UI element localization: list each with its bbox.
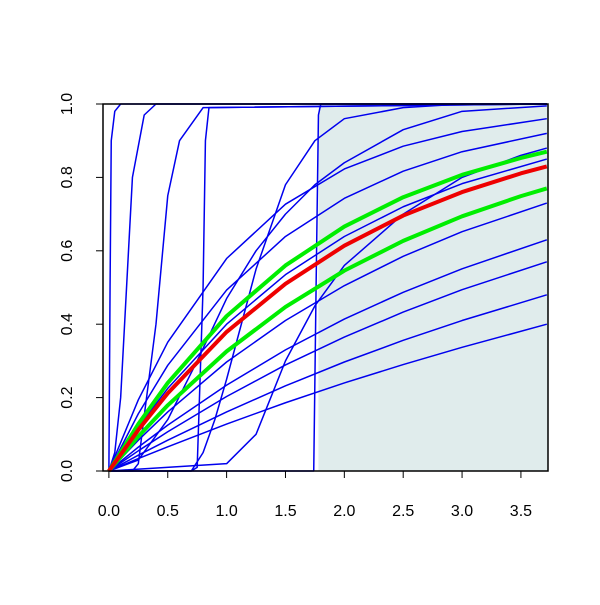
curve — [108, 202, 548, 472]
x-tick-label: 0.0 — [98, 503, 120, 520]
x-tick-label: 1.5 — [274, 503, 296, 520]
y-tick-label: 0.8 — [59, 166, 76, 188]
curve — [108, 239, 548, 472]
curve — [107, 164, 548, 473]
y-tick-label: 0.2 — [59, 386, 76, 408]
curve — [107, 149, 548, 473]
x-tick-label: 2.0 — [333, 503, 355, 520]
x-tick-label: 0.5 — [157, 503, 179, 520]
y-tick-label: 0.4 — [59, 313, 76, 335]
plot-box — [102, 103, 549, 472]
y-tick-label: 1.0 — [59, 93, 76, 115]
curve — [108, 117, 547, 472]
shaded-region — [318, 104, 548, 471]
curve — [108, 103, 547, 472]
curve — [108, 103, 547, 472]
y-tick-label: 0.0 — [59, 460, 76, 482]
x-tick-label: 1.0 — [215, 503, 237, 520]
curve — [108, 261, 548, 472]
curve — [108, 294, 548, 472]
x-tick-label: 3.5 — [510, 503, 532, 520]
curve — [108, 132, 547, 472]
curve — [108, 158, 548, 472]
curve — [108, 105, 547, 472]
x-tick-label: 2.5 — [392, 503, 414, 520]
curve — [108, 323, 548, 472]
curve — [107, 186, 548, 473]
x-tick-label: 3.0 — [451, 503, 473, 520]
y-tick-label: 0.6 — [59, 240, 76, 262]
